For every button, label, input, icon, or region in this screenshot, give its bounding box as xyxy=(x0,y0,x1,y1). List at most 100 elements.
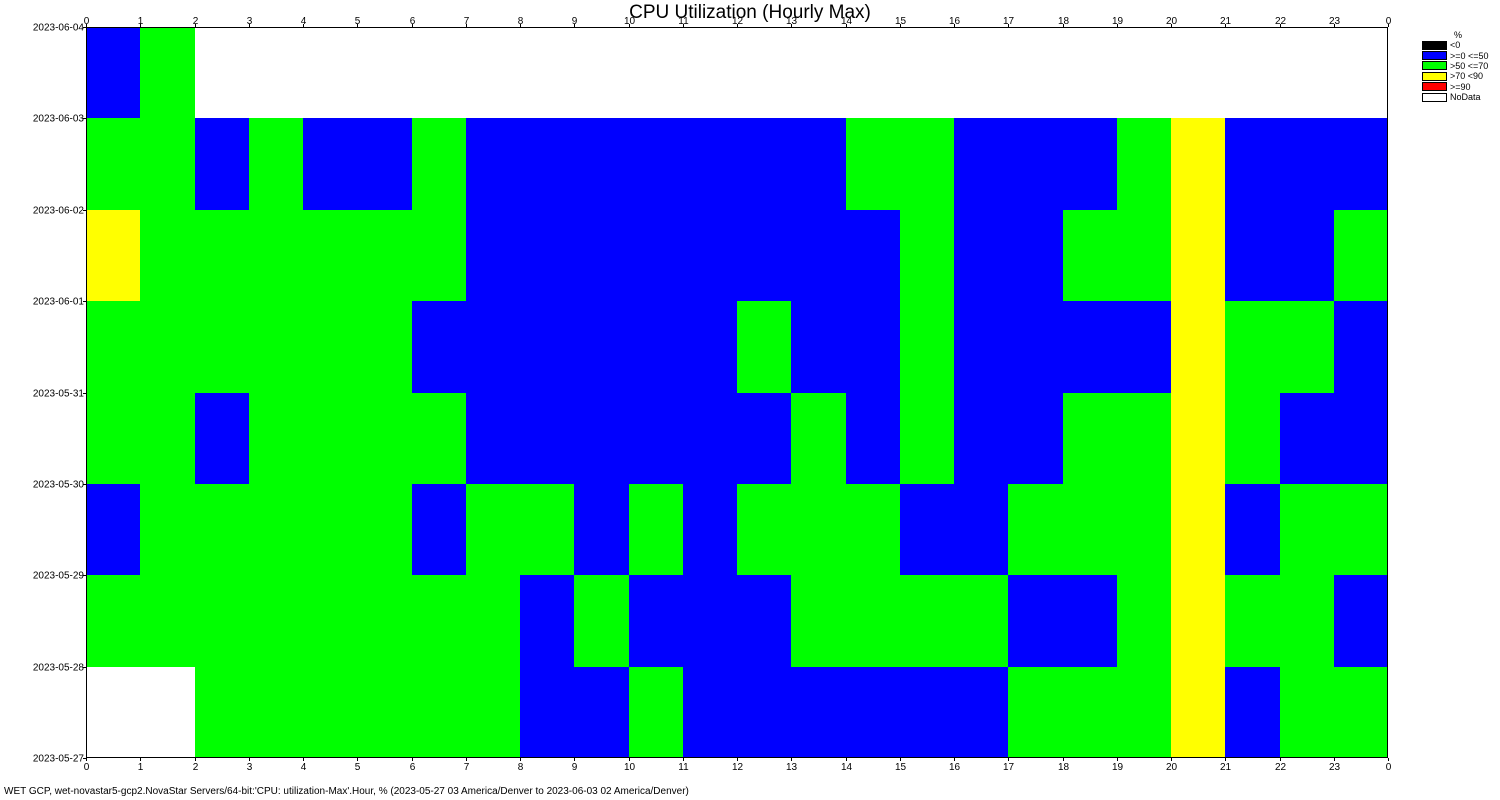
bottom-tick-label: 4 xyxy=(301,762,307,773)
date-axis: 2023-06-04 2023-06-03 2023-06-02 2023-06-01… xyxy=(33,23,86,765)
heatmap-cell xyxy=(683,667,737,758)
bottom-tick-label: 5 xyxy=(355,762,361,773)
date-tick-label: 2023-05-31 xyxy=(33,389,85,400)
chart-title: CPU Utilization (Hourly Max) xyxy=(629,2,871,23)
heatmap-cell xyxy=(357,575,412,667)
bottom-tick-label: 0 xyxy=(1386,762,1392,773)
heatmap-cell xyxy=(574,393,629,484)
bottom-tick-label: 19 xyxy=(1112,762,1124,773)
heatmap-cell xyxy=(412,575,466,667)
heatmap-cell xyxy=(1171,118,1225,210)
heatmap-cell xyxy=(357,667,412,758)
heatmap-cell xyxy=(86,118,140,210)
heatmap-cell xyxy=(303,27,357,118)
legend-label: NoData xyxy=(1450,92,1481,103)
heatmap-cell xyxy=(466,27,520,118)
heatmap-cell xyxy=(900,118,954,210)
heatmap-cell xyxy=(520,393,574,484)
heatmap-cell xyxy=(791,27,846,118)
legend-entry: >70 <90 xyxy=(1422,71,1489,81)
heatmap-cell xyxy=(357,484,412,575)
top-tick-label: 5 xyxy=(355,16,361,27)
heatmap-cell xyxy=(791,118,846,210)
heatmap-cell xyxy=(1280,27,1334,118)
heatmap-cell xyxy=(1334,484,1388,575)
bottom-tick-label: 1 xyxy=(138,762,144,773)
top-tick-label: 6 xyxy=(410,16,416,27)
top-tick-label: 17 xyxy=(1003,16,1015,27)
heatmap-cell xyxy=(954,484,1008,575)
legend-label: >=90 xyxy=(1450,81,1471,92)
heatmap-cell xyxy=(86,575,140,667)
heatmap-cell xyxy=(574,118,629,210)
top-tick-label: 23 xyxy=(1329,16,1341,27)
heatmap-cell xyxy=(900,301,954,393)
heatmap-cell xyxy=(1063,301,1117,393)
heatmap-cell xyxy=(683,210,737,301)
heatmap-cell xyxy=(357,301,412,393)
heatmap-cell xyxy=(1063,27,1117,118)
heatmap-cell xyxy=(195,301,249,393)
bottom-tick-label: 10 xyxy=(624,762,636,773)
top-tick-label: 2 xyxy=(193,16,199,27)
heatmap-cell xyxy=(791,667,846,758)
legend-swatch xyxy=(1422,82,1447,92)
heatmap-cell xyxy=(86,667,140,758)
heatmap-cell xyxy=(357,27,412,118)
heatmap-cell xyxy=(1225,393,1280,484)
heatmap-cell xyxy=(737,393,791,484)
legend-label: >70 <90 xyxy=(1450,71,1484,82)
heatmap-cell xyxy=(629,210,683,301)
top-tick-label: 12 xyxy=(732,16,744,27)
bottom-tick-label: 0 xyxy=(84,762,90,773)
heatmap-cell xyxy=(249,393,303,484)
heatmap-cell xyxy=(1008,210,1063,301)
heatmap-cell xyxy=(683,393,737,484)
heatmap-cell xyxy=(86,393,140,484)
heatmap-cell xyxy=(846,210,900,301)
heatmap-cell xyxy=(412,118,466,210)
heatmap-cell xyxy=(737,118,791,210)
top-tick-label: 3 xyxy=(247,16,253,27)
heatmap-cell xyxy=(1225,301,1280,393)
heatmap-cell xyxy=(1171,667,1225,758)
date-tick-label: 2023-05-28 xyxy=(33,663,85,674)
heatmap-cell xyxy=(140,118,195,210)
heatmap-cell xyxy=(249,575,303,667)
heatmap-cell xyxy=(1280,575,1334,667)
heatmap-cell xyxy=(1117,667,1171,758)
heatmap-cell xyxy=(900,484,954,575)
heatmap-cell xyxy=(86,27,140,118)
heatmap-cell xyxy=(357,393,412,484)
bottom-tick-label: 9 xyxy=(572,762,578,773)
top-tick-label: 0 xyxy=(1386,16,1392,27)
heatmap-cell xyxy=(629,484,683,575)
top-tick-label: 15 xyxy=(895,16,907,27)
heatmap-cell xyxy=(412,484,466,575)
heatmap-cell xyxy=(1334,301,1388,393)
heatmap-cell xyxy=(303,575,357,667)
heatmap-cell xyxy=(140,210,195,301)
date-tick-label: 2023-05-27 xyxy=(33,754,85,765)
heatmap-cell xyxy=(629,575,683,667)
heatmap-cell xyxy=(140,667,195,758)
chart-footer: WET GCP, wet-novastar5-gcp2.NovaStar Ser… xyxy=(4,786,689,797)
date-tick-label: 2023-06-01 xyxy=(33,297,85,308)
heatmap-cell xyxy=(249,301,303,393)
heatmap-cell xyxy=(303,301,357,393)
heatmap-cell xyxy=(1225,667,1280,758)
bottom-tick-label: 7 xyxy=(464,762,470,773)
legend-title: % xyxy=(1454,30,1463,40)
bottom-tick-label: 11 xyxy=(678,762,689,773)
heatmap-cell xyxy=(1171,484,1225,575)
heatmap-cell xyxy=(140,393,195,484)
heatmap-cell xyxy=(1280,393,1334,484)
heatmap-cell xyxy=(520,27,574,118)
heatmap-cell xyxy=(1171,393,1225,484)
heatmap-cell xyxy=(1280,667,1334,758)
heatmap-cell xyxy=(737,575,791,667)
legend-swatch xyxy=(1422,51,1447,61)
heatmap-cell xyxy=(846,393,900,484)
legend-label: >=0 <=50 xyxy=(1450,50,1489,61)
